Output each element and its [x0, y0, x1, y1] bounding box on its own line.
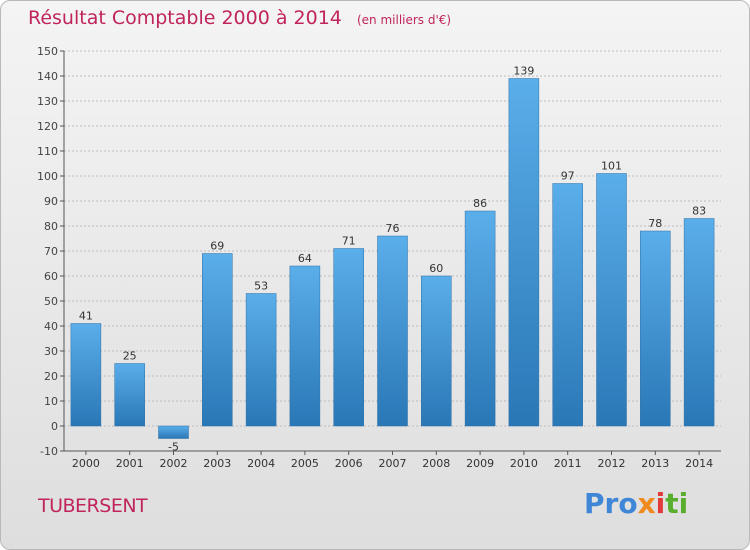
bar [202, 253, 233, 427]
bar [464, 210, 496, 427]
chart-unit: (en milliers d'€) [356, 13, 452, 27]
bar-value-label: 78 [648, 217, 662, 230]
y-tick-label: 130 [37, 95, 58, 108]
y-tick-label: 20 [44, 370, 58, 383]
bar-value-label: 139 [513, 65, 534, 78]
bar-value-label: 97 [561, 170, 575, 183]
bar [158, 425, 189, 439]
bar [683, 218, 715, 427]
logo-part-3: i [655, 487, 666, 520]
x-tick-label: 2011 [554, 457, 582, 470]
x-tick-label: 2012 [598, 457, 626, 470]
x-tick-label: 2001 [116, 457, 144, 470]
bar-value-label: 101 [601, 160, 622, 173]
x-tick-label: 2007 [379, 457, 407, 470]
bar [333, 248, 364, 427]
chart-title-block: Résultat Comptable 2000 à 2014 (en milli… [28, 7, 451, 29]
y-tick-label: 60 [44, 270, 58, 283]
logo-part-4: ti [665, 487, 689, 520]
x-tick-label: 2006 [335, 457, 363, 470]
y-tick-label: 90 [44, 195, 58, 208]
y-tick-label: 100 [37, 170, 58, 183]
bar [245, 293, 277, 427]
bar [114, 363, 145, 427]
bar [552, 183, 583, 427]
bar-value-label: 64 [298, 252, 312, 265]
y-tick-label: 140 [37, 70, 58, 83]
bar [640, 230, 671, 427]
bar-value-label: 25 [123, 350, 137, 363]
x-tick-label: 2010 [510, 457, 538, 470]
y-tick-label: 40 [44, 320, 58, 333]
y-tick-label: 50 [44, 295, 58, 308]
bar [377, 235, 408, 427]
bar-value-label: 60 [429, 262, 443, 275]
bar-value-label: 83 [692, 205, 706, 218]
logo-part-1: Pro [584, 487, 638, 520]
x-tick-label: 2005 [291, 457, 319, 470]
bar [508, 78, 540, 427]
x-tick-label: 2009 [466, 457, 494, 470]
bar-value-label: 71 [342, 235, 356, 248]
bar [70, 323, 102, 427]
bar [421, 275, 452, 427]
x-tick-label: 2008 [422, 457, 450, 470]
bar-value-label: -5 [168, 441, 179, 454]
bar-value-label: 76 [386, 222, 400, 235]
bar-value-label: 69 [210, 240, 224, 253]
proxiti-logo: Proxiti [584, 487, 688, 520]
x-tick-label: 2004 [247, 457, 275, 470]
bar-value-label: 86 [473, 197, 487, 210]
bar [289, 265, 321, 427]
y-tick-label: 0 [51, 420, 58, 433]
y-tick-label: 10 [44, 395, 58, 408]
x-tick-label: 2003 [203, 457, 231, 470]
y-tick-label: 80 [44, 220, 58, 233]
y-tick-label: 70 [44, 245, 58, 258]
commune-name: TUBERSENT [38, 495, 148, 517]
bar-value-label: 53 [254, 280, 268, 293]
y-tick-label: 30 [44, 345, 58, 358]
chart-title: Résultat Comptable 2000 à 2014 [28, 7, 342, 29]
y-tick-label: 150 [37, 45, 58, 58]
x-tick-label: 2014 [685, 457, 713, 470]
x-tick-label: 2000 [72, 457, 100, 470]
y-tick-label: 110 [37, 145, 58, 158]
y-tick-label: -10 [40, 445, 58, 458]
x-tick-label: 2013 [641, 457, 669, 470]
logo-part-2: x [637, 487, 656, 520]
bar [596, 173, 627, 427]
bar-value-label: 41 [79, 310, 93, 323]
x-tick-label: 2002 [160, 457, 188, 470]
y-tick-label: 120 [37, 120, 58, 133]
